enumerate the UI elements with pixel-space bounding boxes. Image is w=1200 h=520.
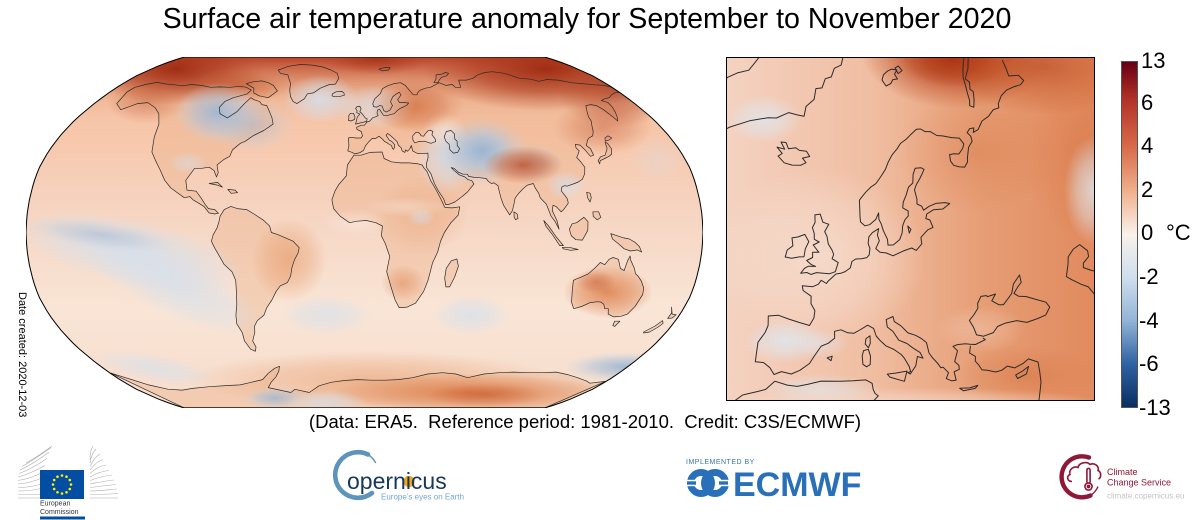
svg-text:IMPLEMENTED BY: IMPLEMENTED BY xyxy=(686,459,755,466)
svg-text:climate.copernicus.eu: climate.copernicus.eu xyxy=(1107,492,1184,501)
svg-text:ECMWF: ECMWF xyxy=(733,466,861,501)
svg-text:Change Service: Change Service xyxy=(1107,478,1171,488)
svg-text:European: European xyxy=(40,501,70,508)
svg-text:Europe’s eyes on Earth: Europe’s eyes on Earth xyxy=(381,493,464,502)
svg-text:Climate: Climate xyxy=(1107,467,1138,477)
svg-text:Commission: Commission xyxy=(40,509,79,516)
svg-text:opernicus: opernicus xyxy=(347,468,447,494)
